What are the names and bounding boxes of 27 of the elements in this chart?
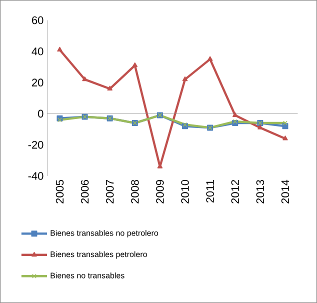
- point: [57, 46, 62, 52]
- y-tick-label: 0: [38, 110, 44, 118]
- point: [132, 62, 138, 68]
- x-tick-label: 2012: [231, 180, 240, 204]
- x-tick-label: 2007: [106, 180, 114, 204]
- x-tick-label: 2014: [281, 180, 290, 204]
- y-tick-label: 40: [32, 48, 44, 56]
- point: [282, 136, 288, 140]
- point: [82, 76, 88, 82]
- y-tick-label: -20: [28, 140, 44, 149]
- point: [207, 56, 213, 61]
- x-tick-label: 2009: [156, 180, 164, 204]
- x-tick-label: 2005: [56, 180, 64, 204]
- x-tick-label: 2008: [131, 180, 139, 204]
- point: [182, 76, 188, 82]
- point: [58, 118, 62, 122]
- point: [182, 122, 188, 127]
- point: [107, 86, 112, 90]
- x-tick-label: 2013: [256, 180, 264, 204]
- x-tick-label: 2010: [181, 180, 189, 204]
- point: [282, 123, 288, 130]
- y-tick-label: 60: [32, 16, 44, 24]
- y-tick-label: -40: [28, 172, 44, 180]
- y-tick-label: 20: [32, 78, 44, 86]
- x-tick-label: 2011: [206, 180, 214, 203]
- x-tick-label: 2006: [80, 180, 89, 204]
- point: [282, 120, 288, 126]
